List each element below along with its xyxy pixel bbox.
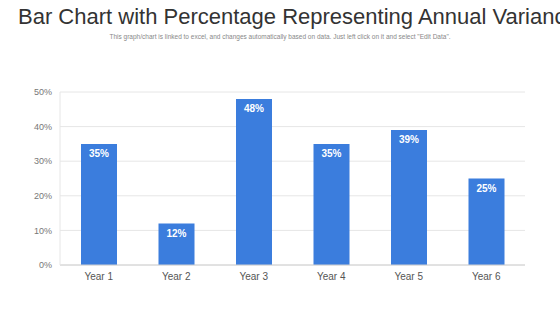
svg-text:Year 6: Year 6 (472, 271, 501, 282)
svg-text:10%: 10% (34, 226, 52, 236)
svg-text:Year 5: Year 5 (394, 271, 423, 282)
html-text:This graph/chart is linked to: This graph/chart is linked to excel, and… (109, 33, 451, 40)
svg-text:40%: 40% (34, 122, 52, 132)
svg-text:Year 2: Year 2 (162, 271, 191, 282)
svg-text:35%: 35% (89, 148, 109, 159)
svg-text:12%: 12% (166, 228, 186, 239)
svg-text:35%: 35% (321, 148, 341, 159)
svg-text:20%: 20% (34, 191, 52, 201)
svg-text:Year 3: Year 3 (239, 271, 268, 282)
svg-text:Year 1: Year 1 (84, 271, 113, 282)
svg-text:50%: 50% (34, 87, 52, 97)
svg-text:0%: 0% (39, 260, 52, 270)
svg-text:30%: 30% (34, 156, 52, 166)
svg-text:25%: 25% (476, 183, 496, 194)
svg-text:39%: 39% (399, 134, 419, 145)
svg-text:Year 4: Year 4 (317, 271, 346, 282)
svg-text:48%: 48% (244, 103, 264, 114)
